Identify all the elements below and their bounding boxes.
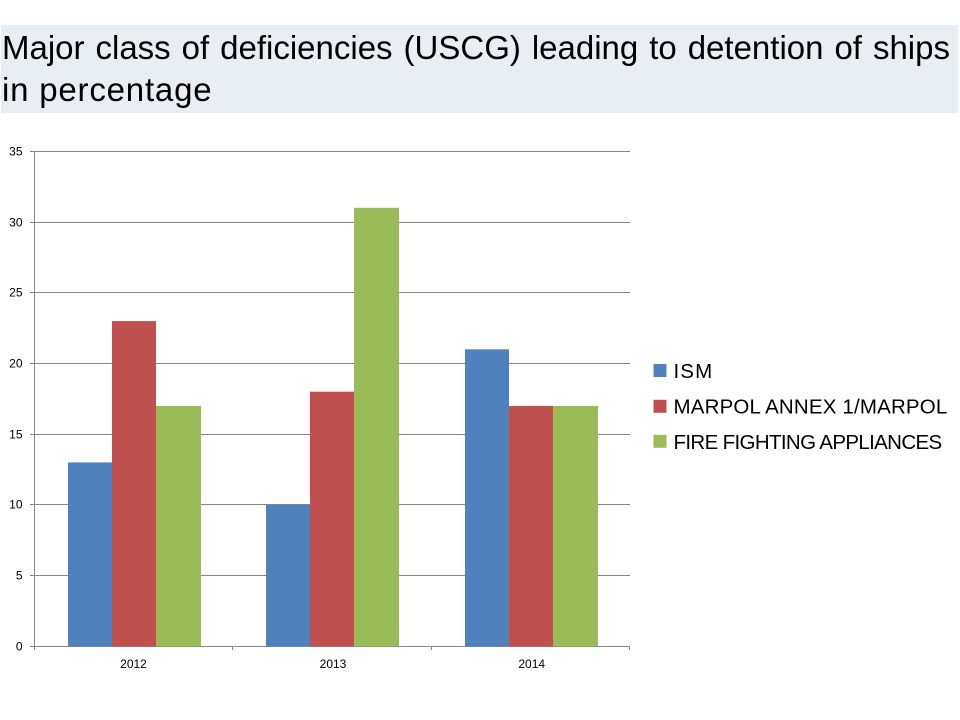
svg-text:2014: 2014 [518, 657, 545, 671]
svg-text:15: 15 [9, 428, 23, 442]
svg-text:5: 5 [16, 569, 23, 583]
svg-text:2012: 2012 [120, 657, 147, 671]
svg-text:MARPOL ANNEX 1/MARPOL: MARPOL ANNEX 1/MARPOL [674, 396, 948, 419]
svg-text:25: 25 [9, 286, 23, 300]
svg-text:35: 35 [9, 145, 23, 159]
svg-text:10: 10 [9, 498, 23, 512]
svg-text:FIRE FIGHTING APPLIANCES: FIRE FIGHTING APPLIANCES [674, 431, 942, 454]
svg-text:30: 30 [9, 216, 23, 230]
svg-text:0: 0 [16, 640, 23, 654]
svg-text:20: 20 [9, 357, 23, 371]
svg-text:ISM: ISM [674, 360, 714, 383]
svg-text:2013: 2013 [320, 657, 347, 671]
